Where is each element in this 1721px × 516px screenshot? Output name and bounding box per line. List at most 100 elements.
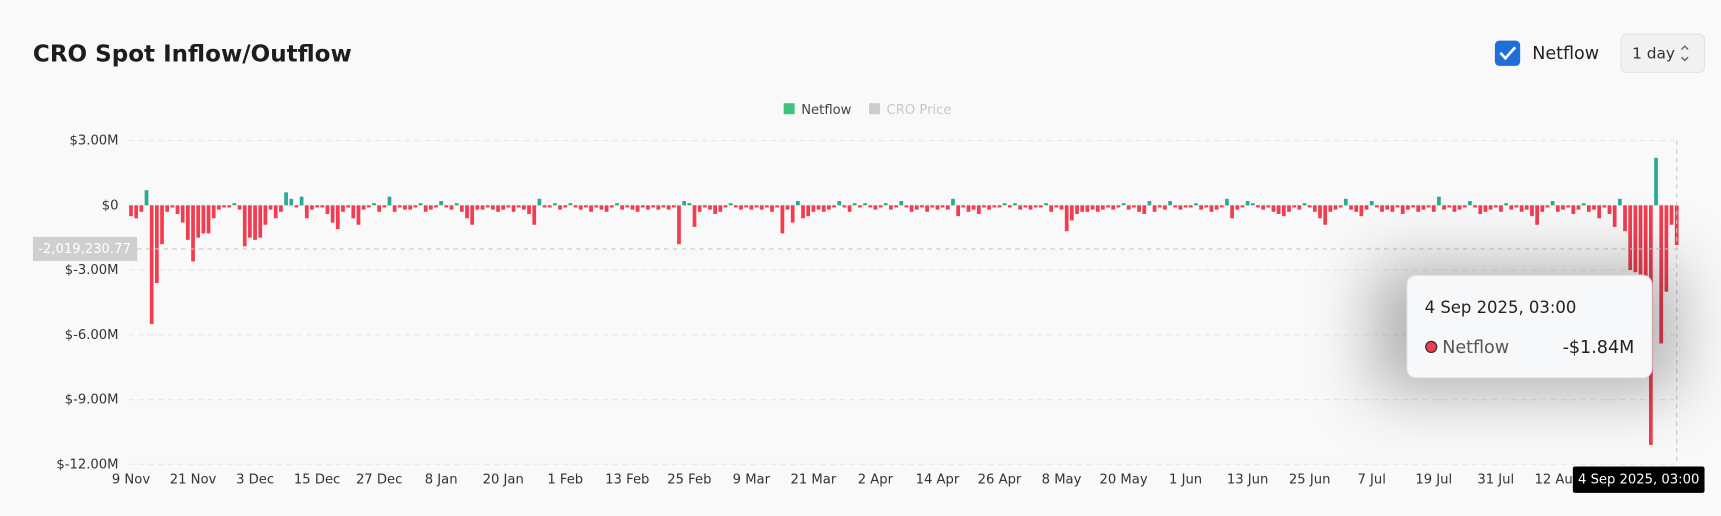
x-tick-label: 20 Jan bbox=[483, 473, 524, 488]
bar bbox=[868, 205, 873, 208]
bar bbox=[1163, 205, 1167, 210]
bar bbox=[470, 205, 475, 225]
checkbox-label[interactable]: Netflow bbox=[1532, 44, 1599, 64]
bar bbox=[134, 205, 139, 219]
bar bbox=[1261, 205, 1266, 210]
bar bbox=[1633, 205, 1638, 273]
bar bbox=[708, 205, 712, 210]
bar bbox=[459, 205, 464, 212]
bar bbox=[873, 205, 878, 210]
bar bbox=[594, 205, 599, 208]
bar bbox=[1395, 205, 1400, 208]
bar bbox=[1219, 205, 1224, 208]
bar bbox=[1312, 205, 1317, 212]
bar bbox=[589, 205, 593, 212]
bar bbox=[1121, 203, 1126, 206]
bar bbox=[1473, 205, 1477, 208]
bar bbox=[573, 205, 578, 208]
bar bbox=[1333, 205, 1338, 210]
x-tick-label: 1 Jun bbox=[1169, 473, 1202, 488]
bar bbox=[1468, 200, 1472, 206]
bar bbox=[899, 200, 904, 206]
bar bbox=[584, 205, 588, 208]
bar bbox=[1349, 205, 1353, 210]
bar bbox=[982, 205, 986, 208]
bar bbox=[677, 205, 681, 245]
bar bbox=[1028, 205, 1033, 210]
bar bbox=[1638, 205, 1643, 275]
bar bbox=[377, 205, 382, 212]
bar bbox=[604, 205, 609, 212]
bar bbox=[635, 205, 640, 212]
x-tick-label: 21 Mar bbox=[791, 473, 837, 488]
select-arrows bbox=[1680, 45, 1689, 62]
tooltip-series: Netflow bbox=[1442, 338, 1509, 358]
bar bbox=[418, 203, 423, 206]
bar bbox=[1555, 205, 1560, 212]
bar bbox=[806, 205, 811, 217]
bar bbox=[1240, 205, 1245, 208]
bar bbox=[403, 205, 407, 210]
bar bbox=[920, 205, 924, 208]
bar bbox=[894, 205, 898, 208]
bar bbox=[930, 205, 935, 208]
bar bbox=[1142, 205, 1147, 214]
bar bbox=[1545, 205, 1550, 208]
crosshair-x-box bbox=[1572, 466, 1705, 493]
bar bbox=[382, 205, 387, 208]
bar bbox=[439, 200, 444, 206]
checkbox[interactable] bbox=[1494, 40, 1521, 66]
bar bbox=[165, 205, 170, 212]
bar bbox=[1478, 205, 1483, 214]
bar bbox=[227, 205, 232, 208]
x-tick-label: 1 Feb bbox=[547, 473, 583, 488]
y-tick-label: $-12.00M bbox=[56, 457, 118, 472]
bar bbox=[733, 205, 738, 208]
bar bbox=[832, 205, 836, 208]
bar bbox=[320, 205, 325, 208]
bar bbox=[1674, 205, 1679, 246]
x-tick-label: 27 Dec bbox=[356, 473, 402, 488]
bar bbox=[258, 205, 263, 238]
bar bbox=[315, 205, 319, 208]
bar bbox=[1266, 205, 1271, 208]
bar bbox=[1049, 205, 1054, 212]
bar bbox=[1581, 203, 1586, 206]
x-tick-label: 13 Jun bbox=[1227, 473, 1268, 488]
bar bbox=[1038, 205, 1043, 208]
bar bbox=[222, 205, 226, 208]
bar bbox=[1111, 205, 1116, 210]
x-tick-label: 21 Nov bbox=[170, 473, 217, 488]
overlay: -2,019,230.77 4 Sep 2025, 03:00 4 Sep 2025… bbox=[32, 140, 1705, 493]
bar bbox=[1643, 205, 1648, 279]
bar bbox=[1561, 205, 1565, 210]
bar bbox=[284, 192, 288, 206]
bar bbox=[780, 205, 785, 234]
bar bbox=[1338, 205, 1343, 208]
x-tick-label: 9 Mar bbox=[733, 473, 771, 488]
bar bbox=[728, 203, 733, 206]
bar bbox=[1586, 205, 1591, 212]
checkmark bbox=[1499, 46, 1517, 61]
bar bbox=[1199, 205, 1203, 210]
interval-select[interactable] bbox=[1620, 33, 1706, 74]
bar bbox=[956, 205, 960, 217]
x-tick-label: 15 Dec bbox=[294, 473, 340, 488]
bar bbox=[976, 205, 981, 214]
x-tick-label: 25 Jun bbox=[1289, 473, 1330, 488]
bar bbox=[739, 205, 743, 210]
bar bbox=[335, 205, 340, 230]
tooltip-title: 4 Sep 2025, 03:00 bbox=[1425, 298, 1577, 317]
bar bbox=[1152, 205, 1157, 212]
bar bbox=[858, 205, 862, 208]
tooltip-dot bbox=[1425, 340, 1438, 354]
bar bbox=[992, 205, 997, 208]
bar bbox=[527, 205, 531, 214]
bar bbox=[1426, 205, 1431, 208]
bar bbox=[827, 205, 831, 210]
bar bbox=[847, 205, 852, 212]
y-tick-label: $0 bbox=[102, 198, 119, 213]
